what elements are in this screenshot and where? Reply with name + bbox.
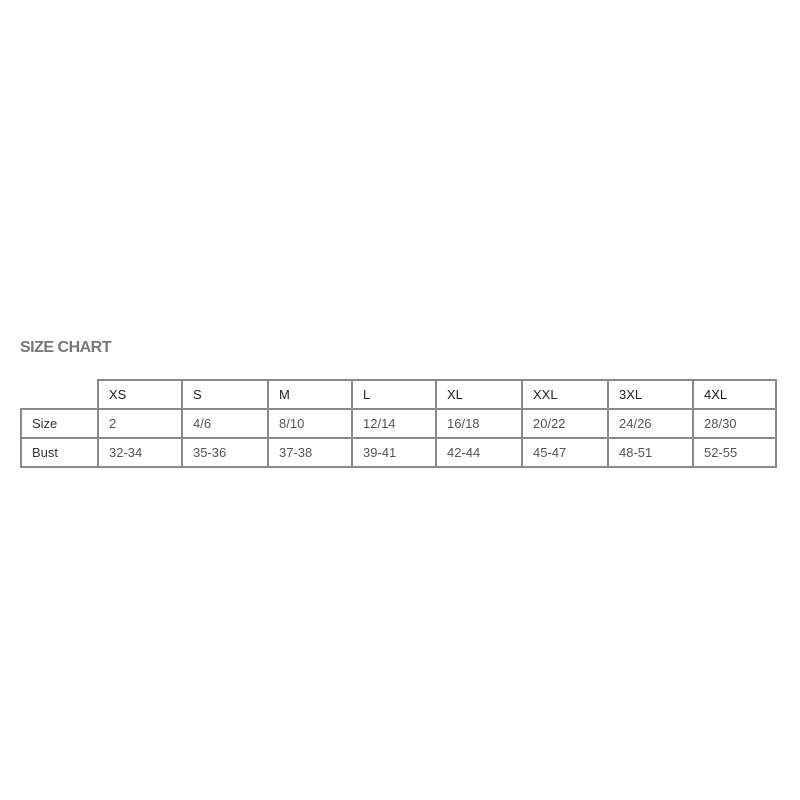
table-cell: 48-51 xyxy=(607,437,694,468)
header-cell: 3XL xyxy=(607,379,694,410)
header-cell: M xyxy=(267,379,353,410)
table-row: Size 2 4/6 8/10 12/14 16/18 20/22 24/26 … xyxy=(20,408,777,439)
table-cell: 2 xyxy=(97,408,183,439)
table-cell: 16/18 xyxy=(435,408,523,439)
header-cell: XS xyxy=(97,379,183,410)
table-cell: 45-47 xyxy=(521,437,609,468)
table-cell: 4/6 xyxy=(181,408,269,439)
row-label: Bust xyxy=(20,437,99,468)
table-cell: 52-55 xyxy=(692,437,777,468)
header-cell: L xyxy=(351,379,437,410)
table-cell: 37-38 xyxy=(267,437,353,468)
header-row: XS S M L XL XXL 3XL 4XL xyxy=(21,379,777,410)
row-label: Size xyxy=(20,408,99,439)
table-cell: 42-44 xyxy=(435,437,523,468)
table-cell: 24/26 xyxy=(607,408,694,439)
table-cell: 39-41 xyxy=(351,437,437,468)
header-cell: S xyxy=(181,379,269,410)
page-title: SIZE CHART xyxy=(20,339,112,356)
blank-corner-cell xyxy=(21,380,99,410)
table-cell: 20/22 xyxy=(521,408,609,439)
table-cell: 12/14 xyxy=(351,408,437,439)
table-cell: 35-36 xyxy=(181,437,269,468)
table-cell: 32-34 xyxy=(97,437,183,468)
table-cell: 8/10 xyxy=(267,408,353,439)
table-row: Bust 32-34 35-36 37-38 39-41 42-44 45-47… xyxy=(20,437,777,468)
size-chart-table: XS S M L XL XXL 3XL 4XL Size 2 4/6 8/10 … xyxy=(20,379,777,468)
header-cell: XXL xyxy=(521,379,609,410)
header-cell: XL xyxy=(435,379,523,410)
table-cell: 28/30 xyxy=(692,408,777,439)
header-cell: 4XL xyxy=(692,379,777,410)
